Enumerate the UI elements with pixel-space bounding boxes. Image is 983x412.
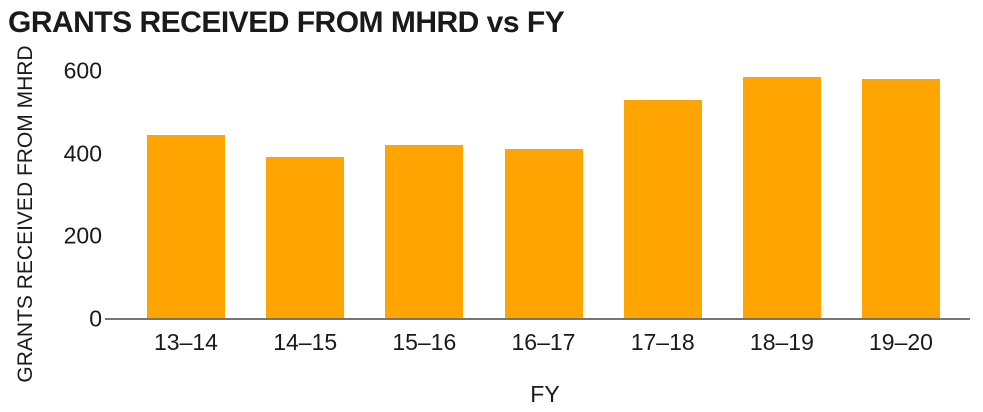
bar (266, 157, 345, 318)
bar (504, 149, 583, 318)
bar (147, 134, 225, 318)
x-axis-title: FY (530, 381, 560, 407)
y-tick-label: 600 (63, 57, 102, 84)
x-axis-line (105, 318, 970, 320)
bar (742, 76, 821, 318)
y-tick-label: 400 (63, 140, 102, 167)
bar (385, 144, 464, 318)
x-tick-label: 17–18 (630, 329, 695, 355)
x-tick-label: 14–15 (273, 329, 338, 355)
x-tick-label: 13–14 (154, 329, 218, 355)
x-tick-label: 18–19 (749, 329, 814, 355)
bar (862, 78, 940, 318)
bar (623, 99, 702, 318)
chart-title: GRANTS RECEIVED FROM MHRD vs FY (8, 6, 565, 39)
x-tick-label: 15–16 (392, 329, 457, 355)
x-tick-label: 16–17 (511, 329, 576, 355)
y-tick-label: 200 (63, 222, 102, 249)
y-tick-label: 0 (89, 305, 102, 331)
x-tick-label: 19–20 (869, 329, 933, 355)
